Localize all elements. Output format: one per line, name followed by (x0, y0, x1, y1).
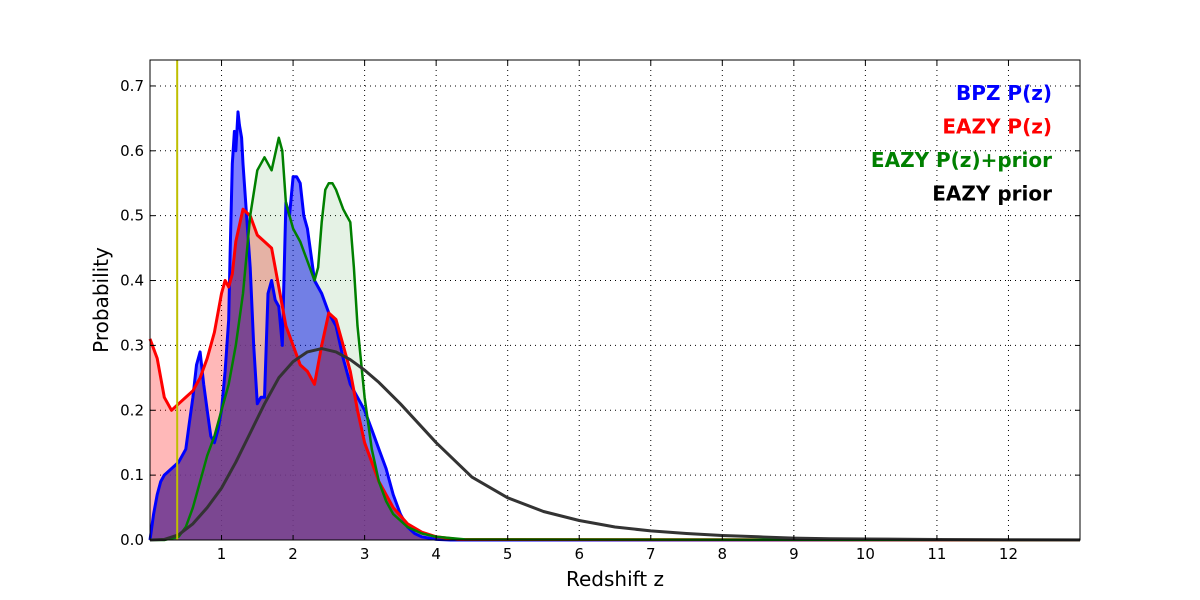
legend-entry-eazy-p-z: EAZY P(z) (942, 115, 1052, 139)
x-tick-label: 2 (288, 545, 298, 563)
x-tick-label: 3 (360, 545, 370, 563)
y-tick-label: 0.7 (120, 77, 144, 95)
x-tick-label: 5 (503, 545, 513, 563)
plot-frame (149, 59, 1081, 541)
series-fill-layer (150, 111, 1080, 541)
y-tick-label: 0.0 (120, 531, 144, 549)
x-tick-label: 6 (574, 545, 584, 563)
y-tick-label: 0.4 (120, 272, 144, 290)
x-tick-label: 10 (856, 545, 875, 563)
y-tick-label: 0.2 (120, 401, 144, 419)
x-tick-label: 4 (431, 545, 441, 563)
series-line-eazy-p-z (148, 207, 1081, 542)
x-tick-label: 7 (646, 545, 656, 563)
x-tick-label: 1 (217, 545, 227, 563)
x-tick-label: 12 (999, 545, 1018, 563)
y-axis-label: Probability (89, 247, 113, 353)
grid-layer (150, 60, 1080, 540)
y-tick-label: 0.6 (120, 142, 144, 160)
x-tick-label: 11 (927, 545, 946, 563)
y-tick-label: 0.5 (120, 207, 144, 225)
series-line-eazy-p-z-prior (150, 136, 1081, 542)
legend-entry-bpz-p-z: BPZ P(z) (956, 81, 1052, 105)
series-line-eazy-prior (149, 347, 1081, 542)
legend-entry-eazy-p-z-prior: EAZY P(z)+prior (871, 148, 1052, 172)
series-line-layer (148, 60, 1081, 542)
x-axis-label: Redshift z (566, 567, 664, 591)
legend: BPZ P(z) EAZY P(z) EAZY P(z)+prior EAZY pri… (871, 81, 1052, 206)
x-tick-label: 8 (718, 545, 728, 563)
y-tick-label: 0.3 (120, 336, 144, 354)
y-tick-label: 0.1 (120, 466, 144, 484)
legend-entry-eazy-prior: EAZY prior (932, 182, 1052, 206)
tick-layer: 1 2 3 4 5 6 7 8 9 10 11 120.00.10.20.30.40.50.60.7 (120, 60, 1080, 563)
x-tick-label: 9 (789, 545, 799, 563)
